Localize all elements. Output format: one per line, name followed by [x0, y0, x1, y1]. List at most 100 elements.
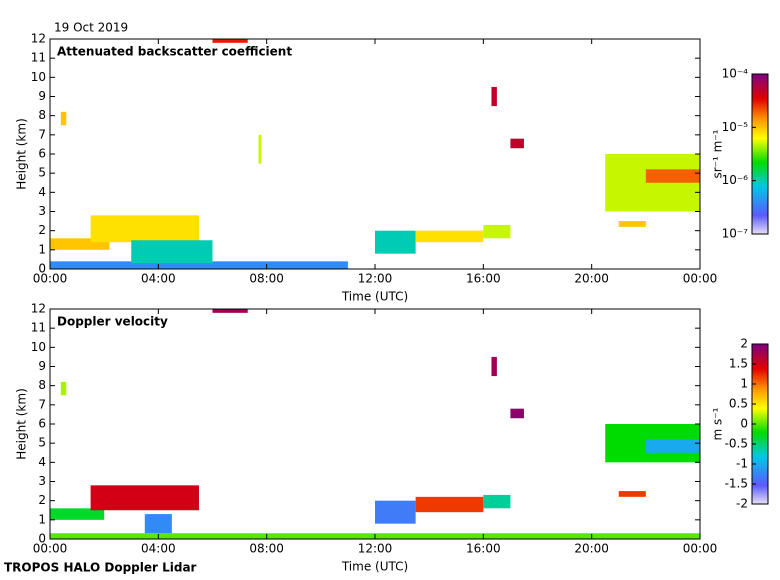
colorbar-step	[752, 370, 768, 373]
cell	[510, 138, 524, 149]
colorbar-step	[752, 76, 768, 79]
cell	[483, 224, 511, 239]
colorbar-step	[752, 178, 768, 181]
cell	[618, 491, 646, 497]
colorbar-step	[752, 360, 768, 363]
colorbar-tick-label: 10⁻⁷	[722, 227, 749, 241]
colorbar-label: m s⁻¹	[711, 407, 725, 440]
colorbar-tick-label: 2	[740, 337, 748, 351]
y-tick-label: 7	[38, 397, 46, 411]
colorbar-step	[752, 480, 768, 483]
colorbar-step	[752, 390, 768, 393]
colorbar-step	[752, 152, 768, 155]
y-axis-label: Height (km)	[15, 388, 29, 459]
colorbar-step	[752, 496, 768, 499]
colorbar-step	[752, 466, 768, 469]
cell	[491, 356, 497, 377]
colorbar-step	[752, 446, 768, 449]
y-tick-label: 8	[38, 108, 46, 122]
colorbar-step	[752, 202, 768, 205]
colorbar-step	[752, 164, 768, 167]
colorbar-tick-label: 0	[740, 417, 748, 431]
cell	[144, 514, 172, 534]
colorbar-step	[752, 356, 768, 359]
footer: TROPOS HALO Doppler Lidar	[4, 561, 197, 575]
colorbar-step	[752, 114, 768, 117]
colorbar-tick-label: 1.5	[729, 357, 748, 371]
colorbar-step	[752, 500, 768, 503]
colorbar-step	[752, 350, 768, 353]
cell	[90, 485, 199, 511]
colorbar-step	[752, 412, 768, 415]
colorbar-step	[752, 130, 768, 133]
y-tick-label: 4	[38, 185, 46, 199]
colorbar-step	[752, 434, 768, 437]
colorbar-step	[752, 80, 768, 83]
colorbar-step	[752, 354, 768, 357]
colorbar-step	[752, 206, 768, 209]
colorbar-step	[752, 382, 768, 385]
colorbar-step	[752, 90, 768, 93]
cell	[90, 215, 199, 243]
colorbar-step	[752, 362, 768, 365]
colorbar-step	[752, 100, 768, 103]
y-tick-label: 9	[38, 359, 46, 373]
colorbar-step	[752, 398, 768, 401]
colorbar-step	[752, 442, 768, 445]
colorbar-step	[752, 386, 768, 389]
colorbar-step	[752, 462, 768, 465]
colorbar-step	[752, 146, 768, 149]
y-tick-label: 2	[38, 223, 46, 237]
cell	[60, 111, 67, 126]
colorbar-step	[752, 456, 768, 459]
cell	[212, 39, 248, 43]
cell	[375, 500, 416, 524]
colorbar-step	[752, 488, 768, 491]
colorbar-frame	[751, 73, 769, 235]
colorbar-step	[752, 472, 768, 475]
colorbar-step	[752, 212, 768, 215]
colorbar-step	[752, 192, 768, 195]
colorbar-step	[752, 140, 768, 143]
colorbar-step	[752, 104, 768, 107]
x-tick-label: 00:00	[33, 272, 68, 286]
y-tick-label: 2	[38, 493, 46, 507]
cell	[50, 508, 105, 520]
colorbar-step	[752, 222, 768, 225]
colorbar-step	[752, 394, 768, 397]
colorbar-step	[752, 230, 768, 233]
colorbar-tick-label: 10⁻⁶	[722, 173, 749, 187]
x-tick-label: 12:00	[358, 272, 393, 286]
y-tick-label: 1	[38, 512, 46, 526]
colorbar-step	[752, 92, 768, 95]
colorbar-step	[752, 380, 768, 383]
colorbar-step	[752, 78, 768, 81]
colorbar-label: sr⁻¹ m⁻¹	[711, 129, 725, 178]
colorbar-tick-label: -0.5	[725, 437, 748, 451]
panel-title: Attenuated backscatter coefficient	[57, 45, 292, 59]
colorbar-step	[752, 498, 768, 501]
colorbar-step	[752, 138, 768, 141]
colorbar-tick-label: -2	[736, 497, 748, 511]
colorbar-step	[752, 476, 768, 479]
colorbar-step	[752, 174, 768, 177]
colorbar-step	[752, 198, 768, 201]
colorbar-step	[752, 110, 768, 113]
x-tick-label: 00:00	[33, 542, 68, 556]
colorbar-step	[752, 484, 768, 487]
colorbar-step	[752, 470, 768, 473]
colorbar-step	[752, 132, 768, 135]
colorbar-step	[752, 502, 768, 505]
colorbar-step	[752, 420, 768, 423]
colorbar-step	[752, 184, 768, 187]
colorbar-step	[752, 478, 768, 481]
colorbar-tick-label: 0.5	[729, 397, 748, 411]
colorbar-step	[752, 106, 768, 109]
colorbar-tick-label: 1	[740, 377, 748, 391]
y-tick-label: 11	[31, 321, 46, 335]
colorbar-step	[752, 388, 768, 391]
colorbar-step	[752, 214, 768, 217]
colorbar-step	[752, 408, 768, 411]
